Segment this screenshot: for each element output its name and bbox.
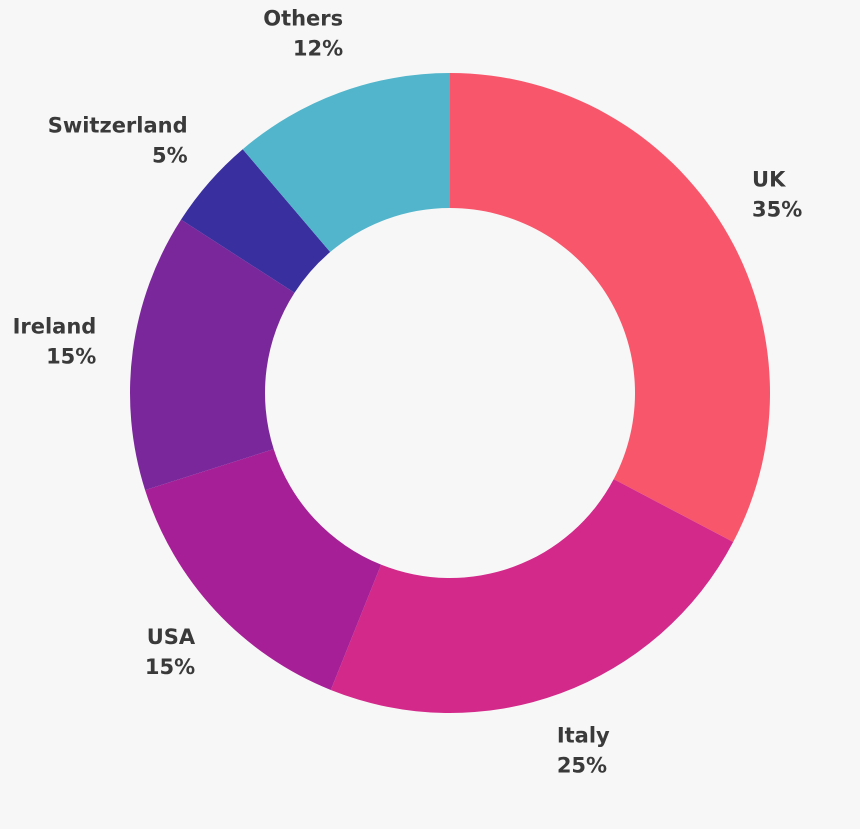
slice-label: Switzerland [48,113,188,137]
slice-value-label: 35% [752,198,802,222]
slice-value-label: 15% [145,655,195,679]
slice-value-label: 5% [152,143,188,167]
slice [450,73,770,543]
slice-label: Ireland [13,315,97,339]
slice-value-label: 25% [557,754,607,778]
slice [145,449,382,690]
slice-value-label: 12% [293,36,343,60]
slice-label: Others [263,6,343,30]
slice [330,479,734,713]
slice-label: UK [752,168,786,192]
slice [130,219,295,491]
slice-value-label: 15% [46,345,96,369]
slice [181,149,331,293]
slice-label: Italy [557,724,610,748]
slice-label: USA [147,625,196,649]
slice [242,73,450,253]
